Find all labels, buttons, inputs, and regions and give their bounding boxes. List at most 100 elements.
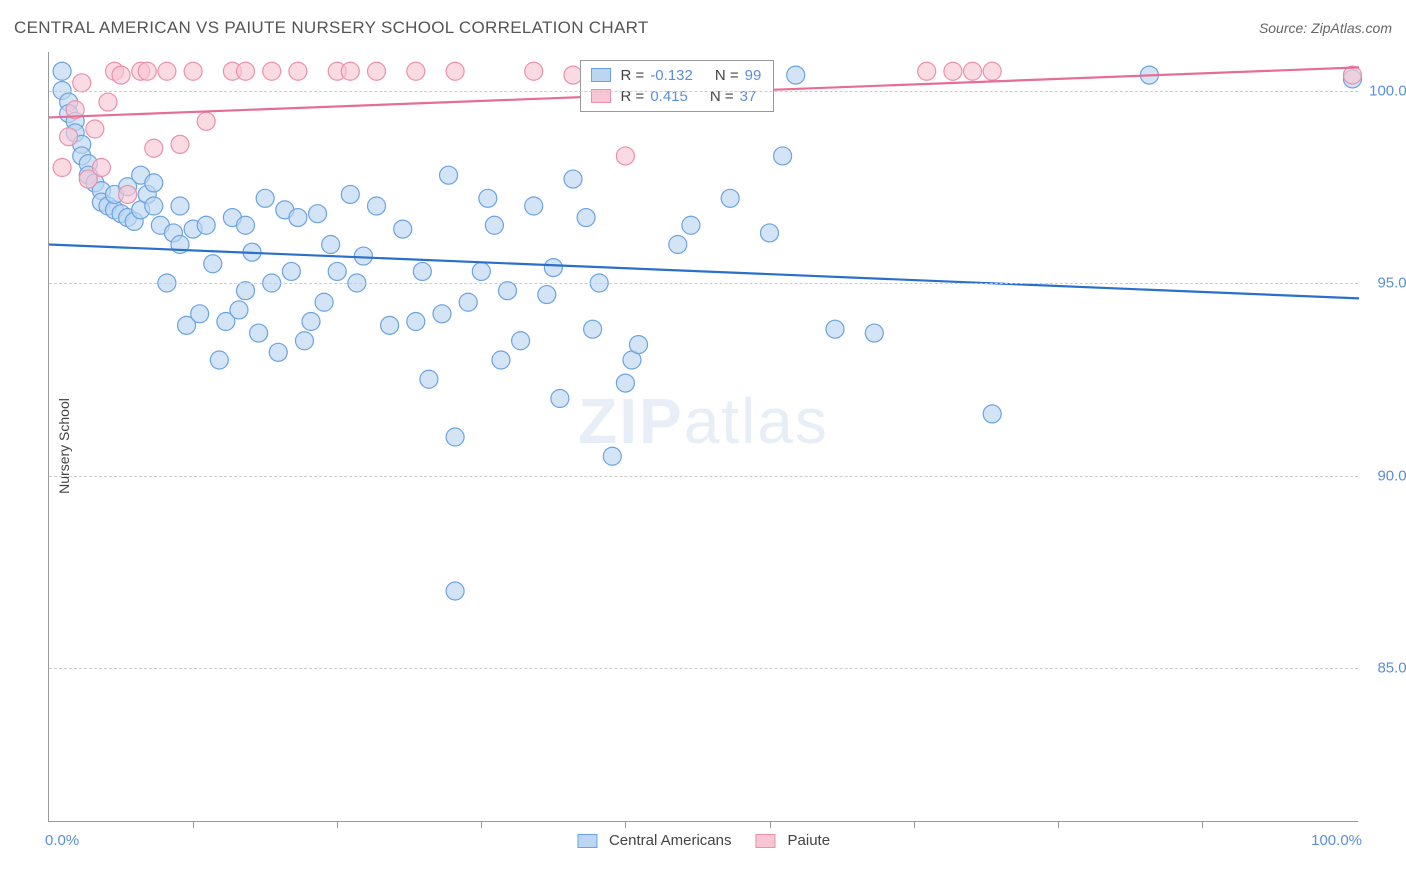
data-point (145, 139, 163, 157)
data-point (145, 174, 163, 192)
x-axis-min-label: 0.0% (45, 832, 79, 849)
data-point (171, 197, 189, 215)
y-tick-label: 85.0% (1377, 660, 1406, 677)
data-point (446, 62, 464, 80)
data-point (256, 189, 274, 207)
data-point (413, 262, 431, 280)
legend-label: Paiute (788, 832, 831, 849)
legend-swatch (577, 834, 597, 848)
data-point (53, 159, 71, 177)
data-point (99, 93, 117, 111)
data-point (485, 216, 503, 234)
data-point (250, 324, 268, 342)
data-point (564, 170, 582, 188)
data-point (584, 320, 602, 338)
data-point (826, 320, 844, 338)
data-point (616, 147, 634, 165)
r-value: -0.132 (650, 67, 693, 84)
data-point (309, 205, 327, 223)
data-point (459, 293, 477, 311)
chart-svg (49, 52, 1358, 821)
y-tick-label: 90.0% (1377, 467, 1406, 484)
data-point (328, 262, 346, 280)
data-point (682, 216, 700, 234)
data-point (616, 374, 634, 392)
data-point (577, 209, 595, 227)
y-tick-label: 100.0% (1369, 82, 1406, 99)
n-label: N = (715, 67, 739, 84)
plot-area: ZIPatlas R =-0.132N =99R =0.415N =37 0.0… (48, 52, 1358, 822)
legend-label: Central Americans (609, 832, 732, 849)
data-point (204, 255, 222, 273)
x-tick (1058, 821, 1059, 828)
y-tick-label: 95.0% (1377, 275, 1406, 292)
data-point (761, 224, 779, 242)
data-point (551, 390, 569, 408)
data-point (446, 428, 464, 446)
data-point (322, 236, 340, 254)
legend-item: Central Americans (577, 832, 732, 849)
legend-series: Central Americans Paiute (577, 832, 830, 849)
data-point (918, 62, 936, 80)
gridline (49, 476, 1358, 477)
data-point (433, 305, 451, 323)
data-point (53, 62, 71, 80)
data-point (112, 66, 130, 84)
x-tick (337, 821, 338, 828)
data-point (381, 316, 399, 334)
legend-swatch (756, 834, 776, 848)
data-point (237, 216, 255, 234)
legend-item: Paiute (756, 832, 831, 849)
data-point (354, 247, 372, 265)
x-tick (193, 821, 194, 828)
data-point (60, 128, 78, 146)
data-point (407, 313, 425, 331)
data-point (368, 197, 386, 215)
data-point (315, 293, 333, 311)
x-tick (1202, 821, 1203, 828)
data-point (302, 313, 320, 331)
data-point (983, 405, 1001, 423)
data-point (538, 286, 556, 304)
data-point (420, 370, 438, 388)
gridline (49, 91, 1358, 92)
n-value: 99 (745, 67, 762, 84)
data-point (525, 62, 543, 80)
x-axis-max-label: 100.0% (1311, 832, 1362, 849)
data-point (603, 447, 621, 465)
data-point (92, 159, 110, 177)
data-point (492, 351, 510, 369)
data-point (341, 62, 359, 80)
data-point (197, 216, 215, 234)
gridline (49, 668, 1358, 669)
data-point (158, 62, 176, 80)
data-point (171, 135, 189, 153)
data-point (544, 259, 562, 277)
data-point (394, 220, 412, 238)
data-point (73, 74, 91, 92)
data-point (983, 62, 1001, 80)
data-point (479, 189, 497, 207)
data-point (295, 332, 313, 350)
data-point (237, 62, 255, 80)
data-point (289, 209, 307, 227)
data-point (191, 305, 209, 323)
data-point (964, 62, 982, 80)
data-point (472, 262, 490, 280)
data-point (210, 351, 228, 369)
data-point (197, 112, 215, 130)
data-point (145, 197, 163, 215)
data-point (669, 236, 687, 254)
data-point (184, 62, 202, 80)
data-point (525, 197, 543, 215)
r-label: R = (621, 67, 645, 84)
data-point (440, 166, 458, 184)
x-tick (481, 821, 482, 828)
data-point (263, 62, 281, 80)
data-point (138, 62, 156, 80)
x-tick (914, 821, 915, 828)
legend-swatch (591, 68, 611, 82)
data-point (446, 582, 464, 600)
data-point (774, 147, 792, 165)
x-tick (770, 821, 771, 828)
